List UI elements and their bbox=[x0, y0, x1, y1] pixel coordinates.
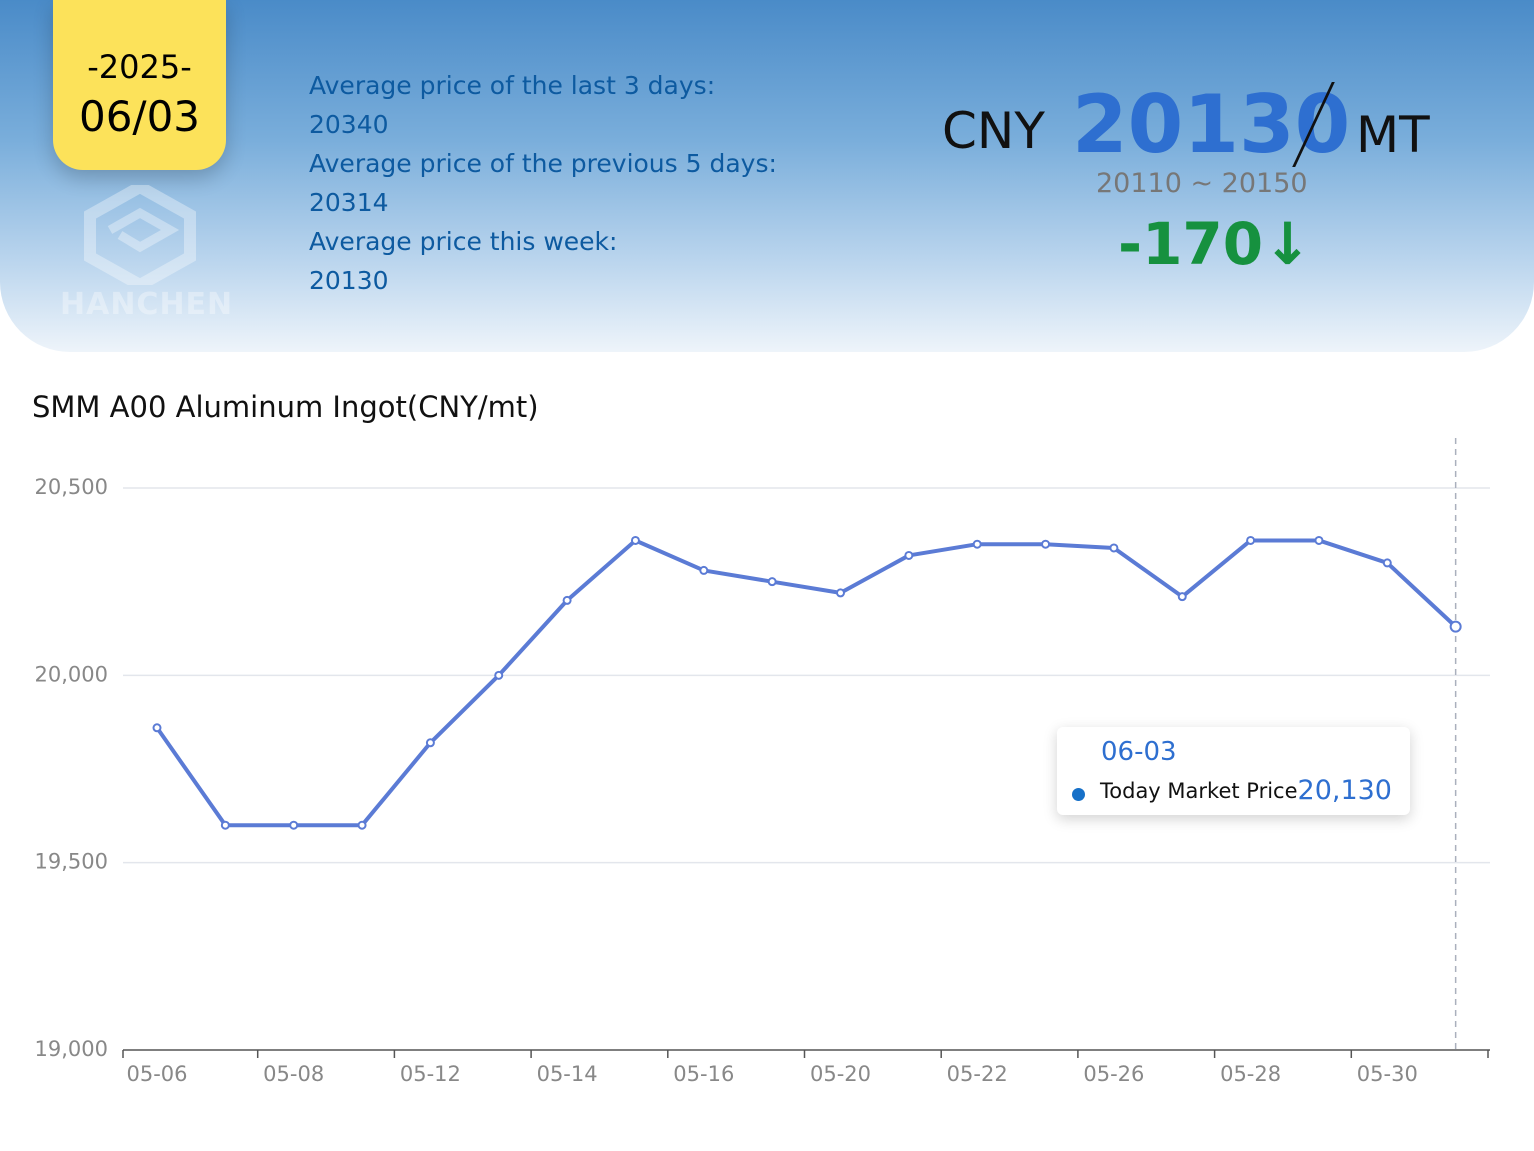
data-point bbox=[1177, 592, 1187, 602]
date: 06/03 bbox=[78, 92, 201, 141]
stat-value: 20130 bbox=[309, 266, 389, 295]
currency: CNY bbox=[942, 102, 1045, 160]
stat-value: 20314 bbox=[309, 188, 389, 217]
data-point bbox=[425, 738, 435, 748]
x-tick-label: 05-28 bbox=[1220, 1062, 1281, 1086]
series-line bbox=[155, 538, 1458, 828]
data-point bbox=[1314, 535, 1324, 545]
logo-mark-icon bbox=[84, 185, 196, 285]
data-point bbox=[972, 539, 982, 549]
x-tick-label: 05-12 bbox=[400, 1062, 461, 1086]
stat-label: Average price this week: bbox=[309, 227, 618, 256]
series-dot-icon bbox=[1072, 788, 1085, 801]
price-value: 20130 bbox=[1072, 78, 1351, 171]
data-point bbox=[1109, 543, 1119, 553]
data-point bbox=[1246, 535, 1256, 545]
change-value: -170 bbox=[1118, 210, 1264, 278]
date-badge: -2025- 06/03 bbox=[53, 0, 226, 170]
data-point bbox=[1382, 558, 1392, 568]
data-point bbox=[1449, 620, 1462, 633]
y-tick-label: 20,000 bbox=[35, 662, 108, 686]
stat-label: Average price of the previous 5 days: bbox=[309, 149, 777, 178]
x-tick-label: 05-14 bbox=[537, 1062, 598, 1086]
hanchen-logo: HANCHEN bbox=[60, 185, 234, 325]
stat-value: 20340 bbox=[309, 110, 389, 139]
chart-tooltip: 06-03 Today Market Price 20,130 bbox=[1057, 727, 1410, 815]
average-stats: Average price of the last 3 days: 20340 … bbox=[309, 66, 777, 300]
price-range: 20110 ~ 20150 bbox=[1096, 168, 1308, 199]
tooltip-series: Today Market Price bbox=[1100, 779, 1298, 803]
data-point bbox=[152, 723, 162, 733]
data-point bbox=[699, 565, 709, 575]
x-tick-label: 05-30 bbox=[1357, 1062, 1418, 1086]
x-tick-label: 05-22 bbox=[947, 1062, 1008, 1086]
x-tick-label: 05-20 bbox=[810, 1062, 871, 1086]
price-change: -170↓ bbox=[1118, 210, 1312, 278]
stat-label: Average price of the last 3 days: bbox=[309, 71, 716, 100]
price-header: -2025- 06/03 HANCHEN Average price of th… bbox=[0, 0, 1534, 352]
y-tick-label: 20,500 bbox=[35, 475, 108, 499]
data-point bbox=[630, 535, 640, 545]
year: -2025- bbox=[87, 48, 192, 86]
x-tick-label: 05-16 bbox=[673, 1062, 734, 1086]
x-tick-label: 05-26 bbox=[1083, 1062, 1144, 1086]
y-tick-label: 19,500 bbox=[35, 850, 108, 874]
data-point bbox=[767, 577, 777, 587]
data-point bbox=[562, 595, 572, 605]
data-point bbox=[1041, 539, 1051, 549]
chart-title: SMM A00 Aluminum Ingot(CNY/mt) bbox=[32, 390, 539, 424]
data-point bbox=[494, 670, 504, 680]
x-tick-label: 05-06 bbox=[126, 1062, 187, 1086]
x-tick-label: 05-08 bbox=[263, 1062, 324, 1086]
arrow-down-icon: ↓ bbox=[1263, 210, 1312, 278]
unit: MT bbox=[1356, 106, 1430, 164]
logo-text: HANCHEN bbox=[60, 287, 234, 322]
tooltip-value: 20,130 bbox=[1297, 775, 1392, 806]
tooltip-date: 06-03 bbox=[1101, 737, 1177, 767]
data-point bbox=[220, 820, 230, 830]
y-tick-label: 19,000 bbox=[35, 1037, 108, 1061]
data-point bbox=[836, 588, 845, 598]
data-point bbox=[357, 820, 367, 830]
data-point bbox=[904, 550, 914, 560]
data-point bbox=[289, 820, 299, 830]
